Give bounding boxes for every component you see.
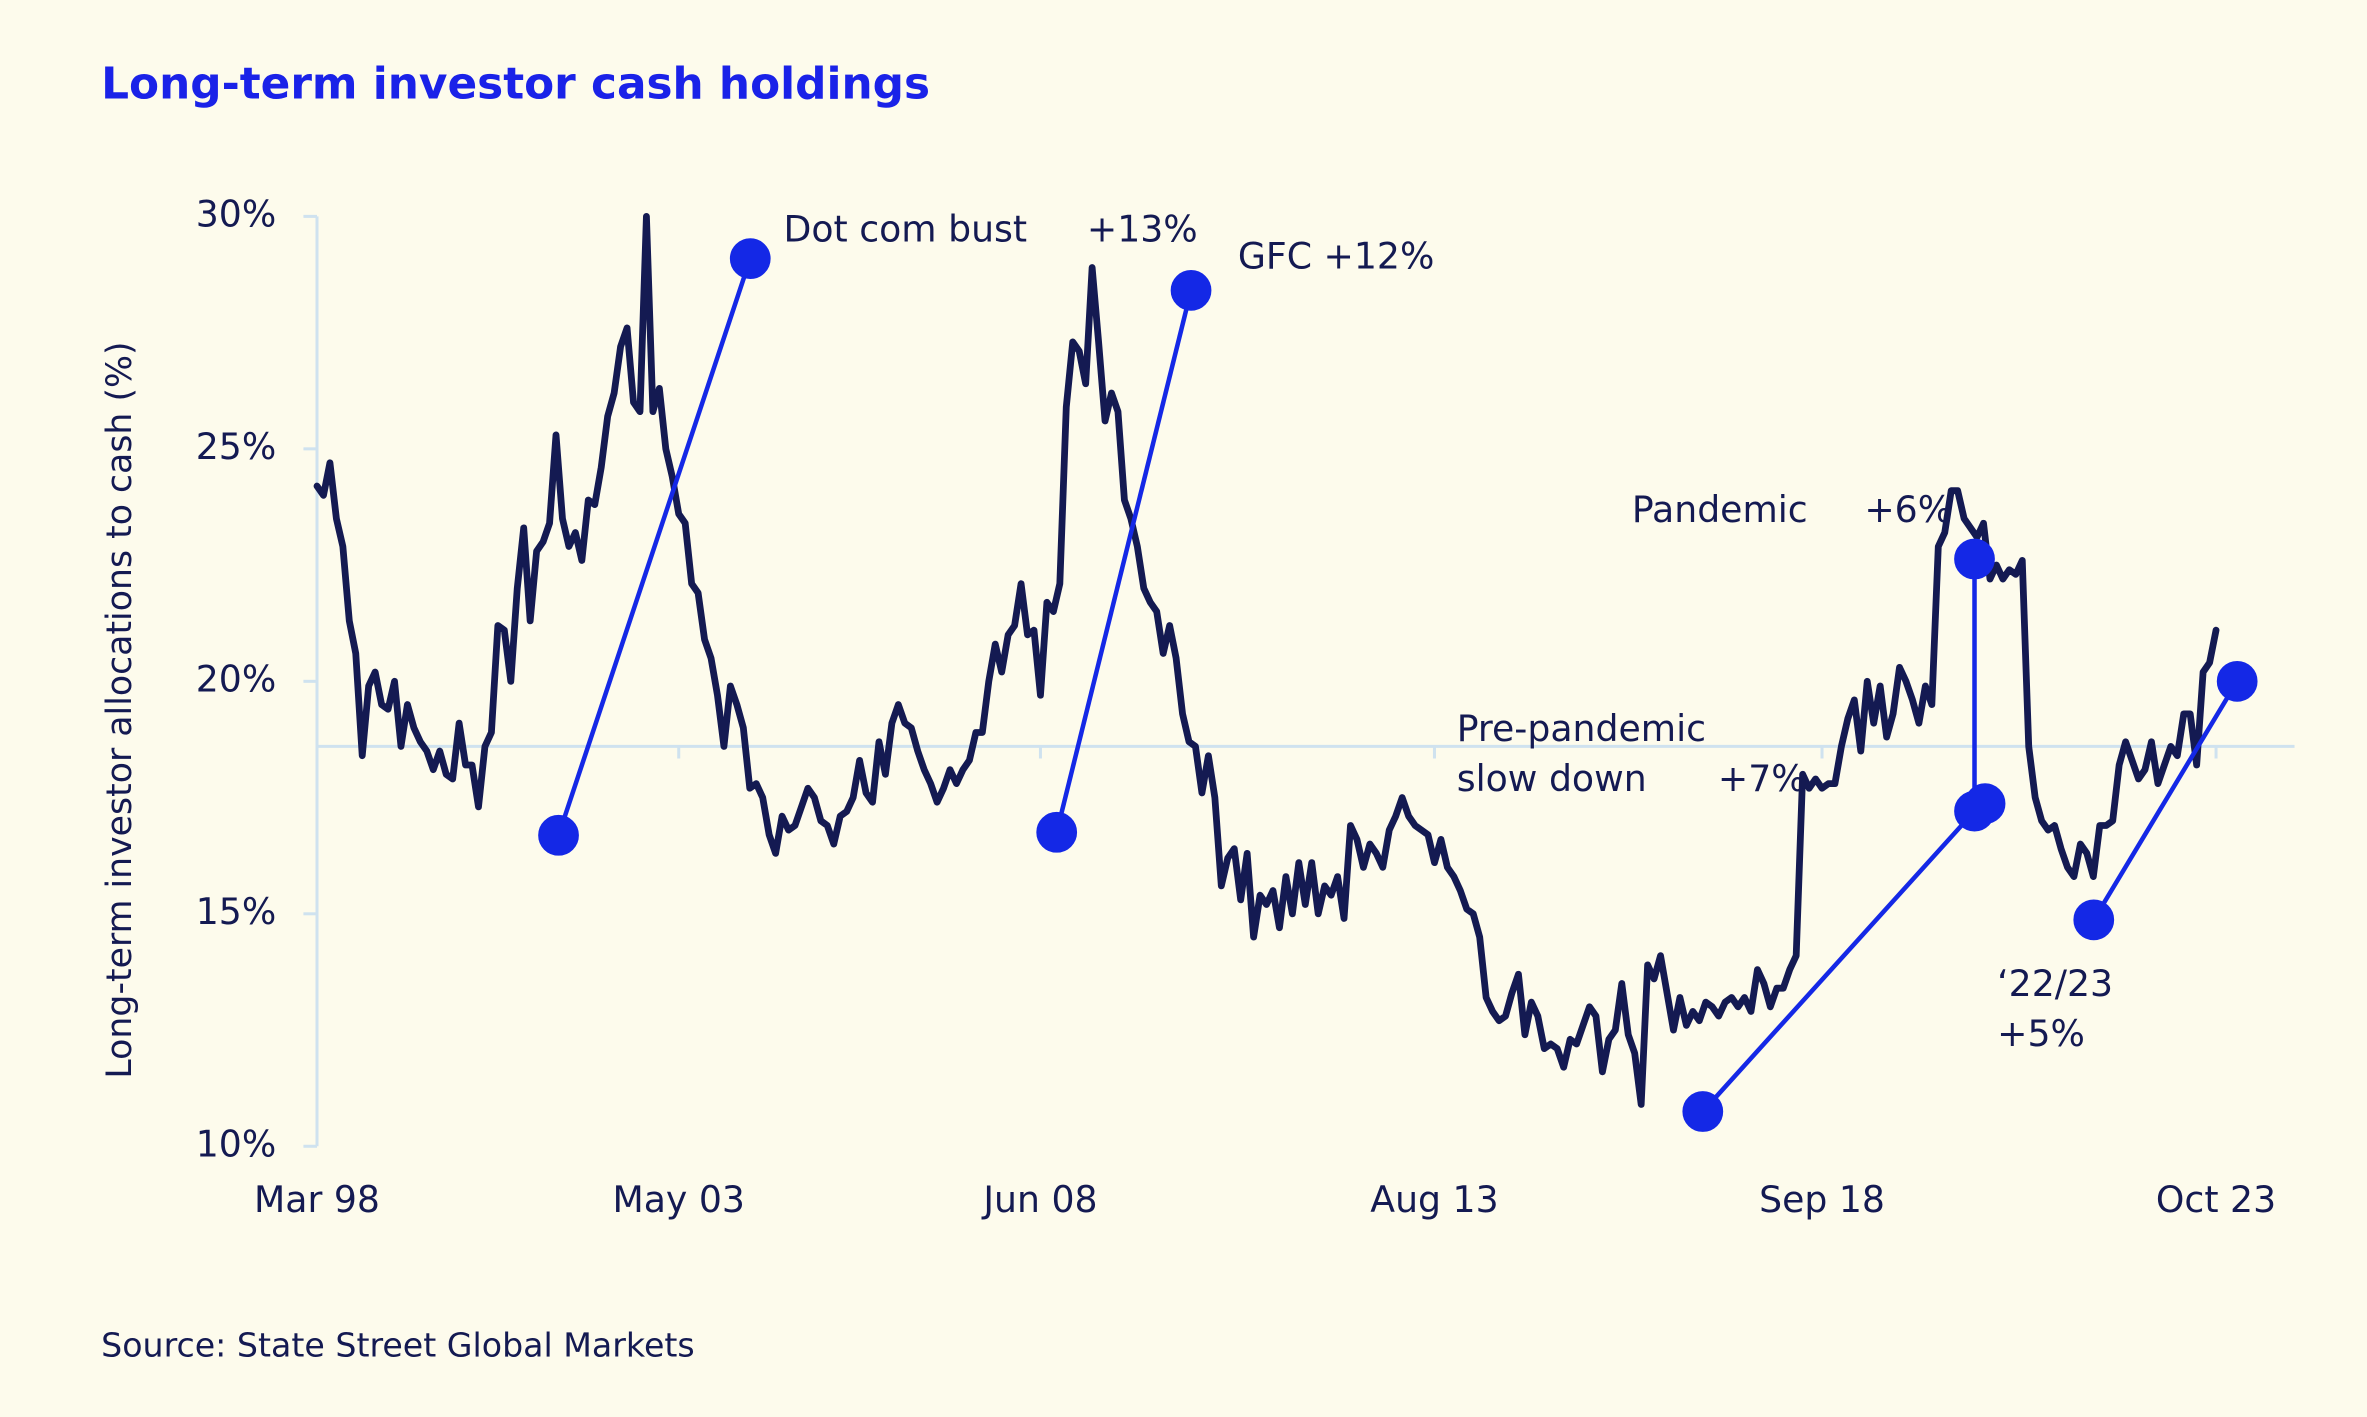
y-tick-label: 10% — [196, 1122, 277, 1165]
annotation: Dot com bust — [783, 207, 1027, 250]
annotation: +7% — [1718, 757, 1806, 800]
annotations: Dot com bust +13% GFC +12% Pandemic +6% … — [783, 207, 2113, 1055]
line — [313, 212, 2220, 1108]
connector-dot — [1682, 1091, 1724, 1132]
x-tick-label: Mar 98 — [254, 1178, 380, 1221]
connector-dot — [1170, 269, 1212, 311]
chart-title: Long-term investor cash holdings — [101, 59, 930, 110]
annotation: +13% — [1087, 207, 1198, 250]
connector-dot — [1954, 538, 1995, 580]
x-tick-label: Jun 08 — [981, 1178, 1097, 1221]
annotation: slow down — [1457, 757, 1647, 800]
connector-dot — [729, 238, 771, 280]
annotation: GFC +12% — [1238, 235, 1435, 278]
connector-dot — [1036, 811, 1078, 853]
connector-dot — [1964, 783, 2006, 824]
y-axis-label: Long-term investor allocations to cash (… — [100, 341, 140, 1078]
annotation: +5% — [1997, 1012, 2085, 1055]
y-tick-label: 15% — [196, 890, 277, 933]
connector-dot — [538, 814, 579, 856]
source: Source: State Street Global Markets — [101, 1326, 695, 1365]
y-tick-label: 30% — [196, 192, 277, 235]
connector — [556, 257, 753, 837]
annotation: Pre-pandemic — [1457, 707, 1706, 750]
y-tick-label: 25% — [196, 425, 277, 468]
x-tick-label: Oct 23 — [2156, 1178, 2276, 1221]
annotation-connectors — [538, 238, 2258, 1132]
x-tick-label: Sep 18 — [1759, 1178, 1885, 1221]
annotation: ‘22/23 — [1997, 962, 2113, 1005]
connector — [1054, 289, 1194, 833]
x-tick-label: May 03 — [612, 1178, 744, 1221]
x-tick-label: Aug 13 — [1370, 1178, 1498, 1221]
connector — [1701, 809, 1977, 1114]
annotation: +6% — [1864, 488, 1952, 531]
connector-dot — [2073, 899, 2115, 941]
y-tick-label: 20% — [196, 657, 277, 700]
connector — [2091, 680, 2240, 922]
annotation: Pandemic — [1632, 488, 1808, 531]
connector-dot — [2216, 660, 2258, 702]
